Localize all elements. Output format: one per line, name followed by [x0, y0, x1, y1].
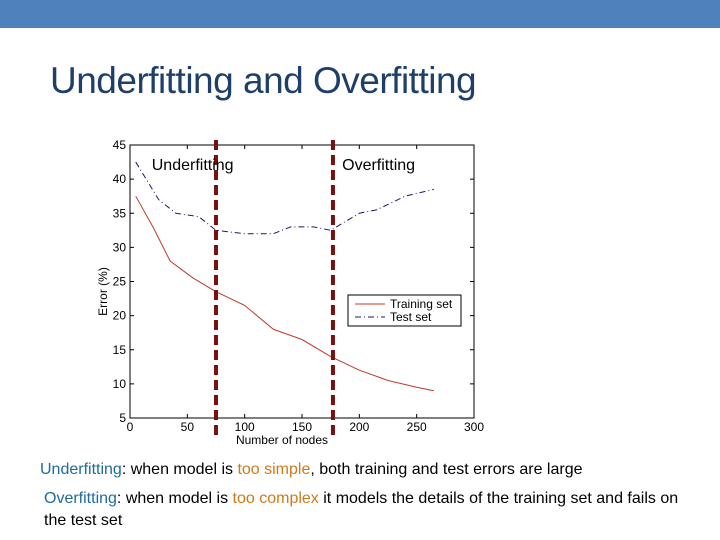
underfitting-text-2: , both training and test errors are larg…	[310, 461, 583, 478]
too-complex-highlight: too complex	[232, 490, 319, 507]
x-tick-label: 150	[292, 420, 312, 434]
x-tick-label: 250	[407, 420, 427, 434]
legend-label: Training set	[390, 297, 453, 311]
overfitting-text-1: : when model is	[116, 490, 233, 507]
top-accent-bar	[0, 0, 720, 28]
y-tick-label: 45	[113, 138, 127, 152]
x-axis-label: Number of nodes	[236, 433, 328, 447]
underfitting-annotation: Underfitting	[152, 157, 234, 174]
x-tick-label: 300	[464, 420, 484, 434]
overfitting-bullet: Overfitting: when model is too complex i…	[44, 488, 704, 532]
y-tick-label: 10	[113, 377, 127, 391]
legend-box	[347, 294, 462, 327]
x-tick-label: 200	[349, 420, 369, 434]
overfitting-annotation: Overfitting	[342, 157, 415, 174]
too-simple-highlight: too simple	[237, 461, 311, 478]
y-tick-label: 30	[113, 240, 127, 254]
series-test-set	[135, 161, 434, 235]
y-axis-label: Error (%)	[96, 267, 110, 316]
slide-title: Underfitting and Overfitting	[50, 60, 477, 101]
y-tick-label: 35	[113, 206, 127, 220]
overfitting-text-2: it models the details of the training se…	[44, 490, 679, 529]
error-vs-nodes-chart: 0 50 100 150 200 250 300 5 10 15 20 25 30 35 40 45 Numbe…	[96, 138, 484, 447]
x-tick-label: 0	[127, 420, 134, 434]
y-tick-label: 15	[113, 343, 127, 357]
legend-label: Test set	[390, 310, 432, 324]
plot-frame	[129, 144, 475, 419]
y-tick-label: 25	[113, 275, 127, 289]
underfitting-term: Underfitting	[40, 461, 122, 478]
underfitting-bullet: Underfitting: when model is too simple, …	[40, 459, 710, 481]
x-tick-label: 50	[181, 420, 195, 434]
y-tick-label: 5	[119, 411, 126, 425]
x-tick-label: 100	[235, 420, 255, 434]
underfitting-text-1: : when model is	[121, 461, 238, 478]
series-training-set	[135, 195, 434, 392]
y-tick-label: 20	[113, 309, 127, 323]
y-tick-label: 40	[113, 172, 127, 186]
overfitting-term: Overfitting	[44, 490, 117, 507]
